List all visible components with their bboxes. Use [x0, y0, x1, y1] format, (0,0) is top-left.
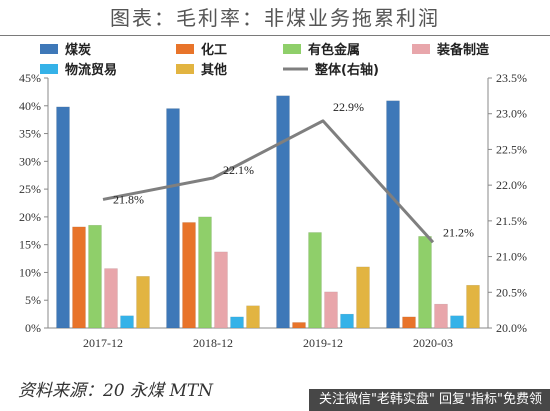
- title-divider: [0, 35, 550, 36]
- left-tick-label: 25%: [19, 182, 41, 196]
- source-note: 资料来源：20 永煤 MTN: [18, 381, 214, 401]
- overall-data-label: 22.9%: [333, 100, 364, 114]
- bar-5-2019-12: [340, 313, 354, 329]
- bar-5-2020-03: [450, 315, 464, 329]
- bar-4-2017-12: [104, 268, 118, 329]
- legend-line-label: 整体(右轴): [314, 62, 379, 78]
- legend-swatch-3: [283, 44, 301, 54]
- bar-5-2018-12: [230, 316, 244, 329]
- bar-3-2017-12: [88, 224, 102, 329]
- bar-2-2020-03: [402, 316, 416, 329]
- bar-1-2019-12: [276, 95, 290, 329]
- left-tick-label: 5%: [25, 293, 41, 307]
- bar-1-2017-12: [56, 106, 70, 329]
- bar-3-2020-03: [418, 236, 432, 329]
- legend-label-2: 化工: [201, 42, 227, 58]
- right-tick-label: 20.0%: [496, 321, 527, 335]
- watermark-banner: 关注微信"老韩实盘" 回复"指标"免费领: [308, 389, 550, 411]
- legend-label-6: 其他: [201, 62, 227, 78]
- overall-line: [102, 119, 435, 244]
- bar-6-2020-03: [466, 284, 480, 329]
- bar-6-2018-12: [246, 305, 260, 329]
- legend-label-1: 煤炭: [65, 42, 91, 58]
- x-tick-label: 2019-12: [303, 336, 343, 350]
- left-tick-label: 0%: [25, 321, 41, 335]
- legend-swatch-6: [176, 64, 194, 74]
- left-tick-label: 30%: [19, 154, 41, 168]
- left-tick-label: 45%: [19, 71, 41, 85]
- right-tick-label: 21.0%: [496, 250, 527, 264]
- bar-4-2020-03: [434, 303, 448, 329]
- bar-1-2018-12: [166, 108, 180, 329]
- legend-swatch-1: [40, 44, 58, 54]
- left-tick-label: 40%: [19, 99, 41, 113]
- bar-6-2019-12: [356, 266, 370, 329]
- legend-swatch-5: [40, 64, 58, 74]
- right-tick-label: 20.5%: [496, 285, 527, 299]
- legend-label-3: 有色金属: [308, 42, 360, 58]
- legend-swatch-2: [176, 44, 194, 54]
- legend-label-5: 物流贸易: [65, 62, 117, 78]
- overall-data-label: 21.2%: [443, 225, 474, 239]
- left-tick-label: 20%: [19, 210, 41, 224]
- legend-swatch-4: [412, 44, 430, 54]
- bar-4-2019-12: [324, 291, 338, 329]
- right-tick-label: 23.5%: [496, 71, 527, 85]
- x-tick-label: 2018-12: [193, 336, 233, 350]
- left-tick-label: 10%: [19, 265, 41, 279]
- bar-3-2018-12: [198, 216, 212, 329]
- bar-3-2019-12: [308, 232, 322, 329]
- bar-2-2018-12: [182, 222, 196, 329]
- right-tick-label: 23.0%: [496, 107, 527, 121]
- bar-2-2019-12: [292, 322, 306, 329]
- x-tick-label: 2020-03: [413, 336, 453, 350]
- legend-label-4: 装备制造: [436, 42, 490, 58]
- left-tick-label: 15%: [19, 238, 41, 252]
- bar-5-2017-12: [120, 315, 134, 329]
- left-tick-label: 35%: [19, 127, 41, 141]
- right-tick-label: 22.0%: [496, 178, 527, 192]
- chart-title: 图表：毛利率：非煤业务拖累利润: [110, 6, 440, 30]
- bar-4-2018-12: [214, 251, 228, 329]
- x-tick-label: 2017-12: [83, 336, 123, 350]
- overall-data-label: 21.8%: [113, 192, 144, 206]
- bar-6-2017-12: [136, 276, 150, 329]
- bar-1-2020-03: [386, 100, 400, 329]
- overall-data-label: 22.1%: [223, 163, 254, 177]
- right-tick-label: 22.5%: [496, 142, 527, 156]
- bar-2-2017-12: [72, 226, 86, 329]
- right-tick-label: 21.5%: [496, 214, 527, 228]
